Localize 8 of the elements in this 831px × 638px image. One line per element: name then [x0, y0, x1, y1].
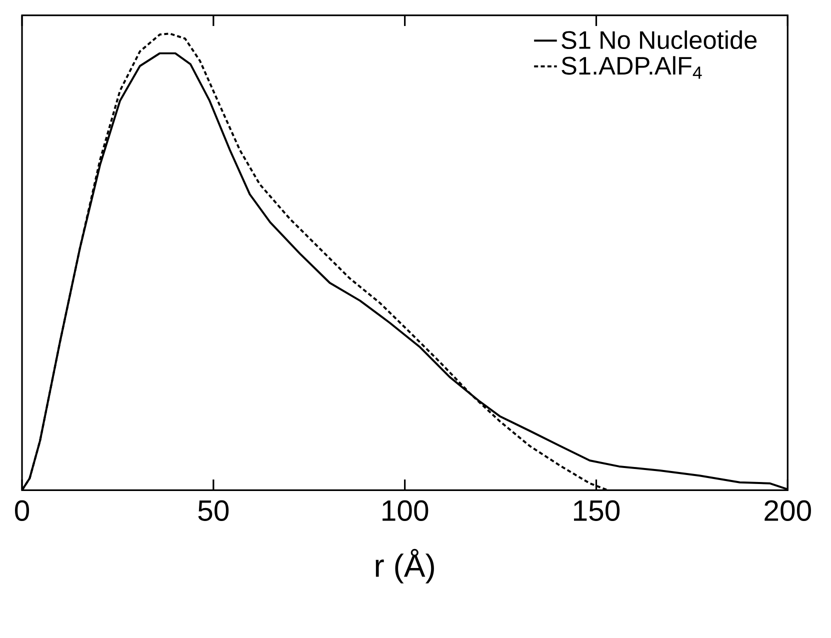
x-tick-label: 50	[198, 500, 229, 522]
x-tick-label: 200	[764, 500, 811, 522]
x-tick-label: 150	[574, 500, 620, 522]
x-axis-title: r (Å)	[376, 549, 434, 584]
legend-label: S1.ADP.AlF$_{4}$	[562, 56, 702, 79]
legend-label: S1 No Nucleotide	[562, 30, 757, 50]
x-tick-label: 0	[15, 500, 30, 522]
x-tick-label: 100	[382, 500, 428, 522]
